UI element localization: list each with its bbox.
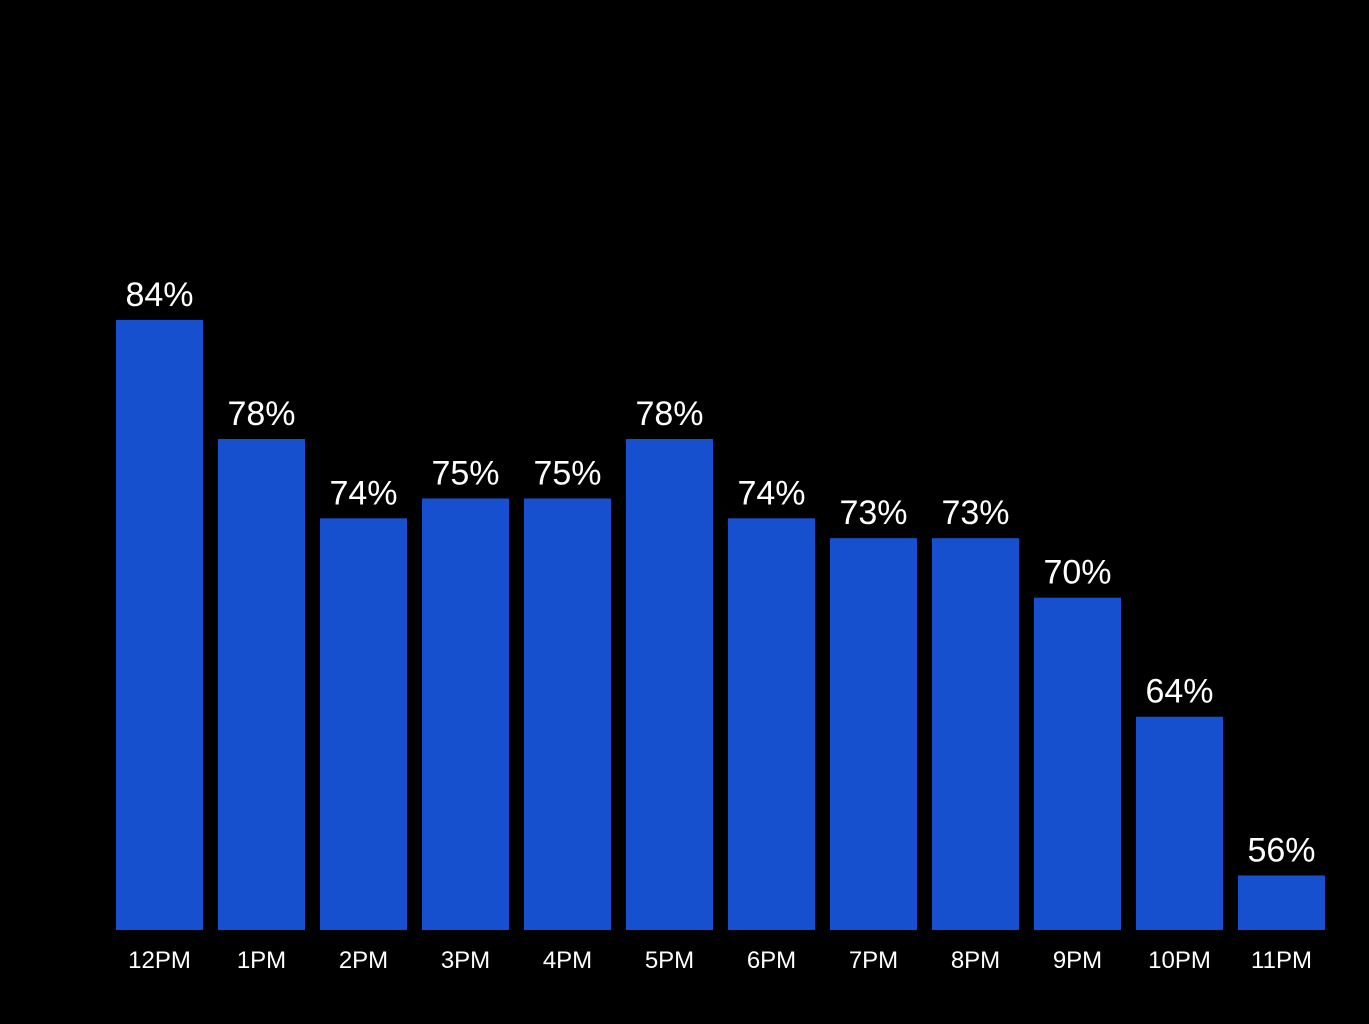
x-tick-label-12pm: 12PM: [128, 947, 191, 974]
bar-11pm: [1238, 875, 1325, 930]
x-tick-label-7pm: 7PM: [849, 947, 898, 974]
bar-8pm: [932, 538, 1019, 930]
value-label-5pm: 78%: [635, 395, 703, 433]
x-tick-label-3pm: 3PM: [441, 947, 490, 974]
x-tick-label-4pm: 4PM: [543, 947, 592, 974]
value-label-10pm: 64%: [1145, 673, 1213, 711]
value-label-12pm: 84%: [125, 276, 193, 314]
bar-3pm: [422, 498, 509, 930]
bar-7pm: [830, 538, 917, 930]
bar-5pm: [626, 438, 713, 930]
value-label-6pm: 74%: [737, 474, 805, 512]
x-tick-label-8pm: 8PM: [951, 947, 1000, 974]
x-tick-label-9pm: 9PM: [1053, 947, 1102, 974]
x-tick-label-2pm: 2PM: [339, 947, 388, 974]
x-tick-label-11pm: 11PM: [1251, 947, 1312, 974]
bar-12pm: [116, 319, 203, 930]
bar-10pm: [1136, 716, 1223, 930]
bar-2pm: [320, 518, 407, 930]
bar-4pm: [524, 498, 611, 930]
x-axis-ticks: 12PM 1PM 2PM 3PM 4PM 5PM 6PM 7PM 8PM 9PM 10PM 11PM: [128, 947, 1312, 974]
x-tick-label-6pm: 6PM: [747, 947, 796, 974]
bar-9pm: [1034, 597, 1121, 930]
value-label-9pm: 70%: [1043, 554, 1111, 592]
value-label-4pm: 75%: [533, 454, 601, 492]
value-label-7pm: 73%: [839, 494, 907, 532]
value-label-8pm: 73%: [941, 494, 1009, 532]
value-label-1pm: 78%: [227, 395, 295, 433]
bar-6pm: [728, 518, 815, 930]
x-tick-label-5pm: 5PM: [645, 947, 694, 974]
bars-group: [116, 319, 1325, 930]
value-labels-group: 84% 78% 74% 75% 75% 78% 74% 73% 73% 70% 64% 56%: [125, 276, 1315, 870]
x-tick-label-1pm: 1PM: [237, 947, 286, 974]
x-tick-label-10pm: 10PM: [1148, 947, 1211, 974]
bar-1pm: [218, 438, 305, 930]
value-label-2pm: 74%: [329, 474, 397, 512]
value-label-3pm: 75%: [431, 454, 499, 492]
value-label-11pm: 56%: [1247, 831, 1315, 869]
